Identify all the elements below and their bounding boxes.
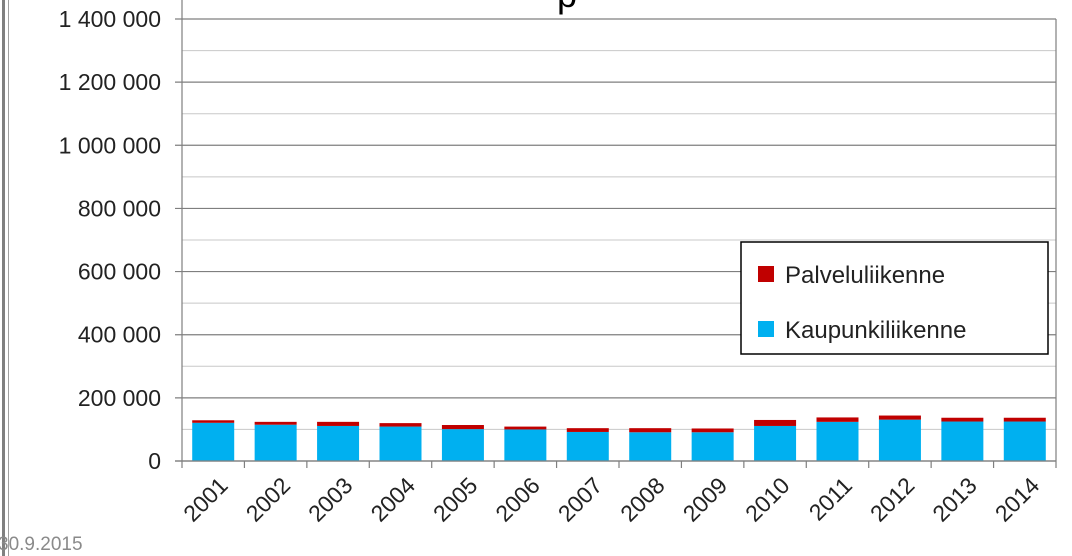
- legend-label-palveluliikenne: Palveluliikenne: [785, 262, 945, 289]
- chart-title-fragment: p: [557, 0, 577, 16]
- y-tick-label: 1 200 000: [59, 69, 161, 95]
- bar-palveluliikenne: [878, 415, 921, 420]
- x-tick-label: 2005: [428, 472, 483, 527]
- bar-kaupunkiliikenne: [754, 425, 797, 461]
- bar-kaupunkiliikenne: [816, 421, 859, 461]
- y-tick-label: 600 000: [78, 259, 161, 285]
- legend-box: [740, 241, 1049, 355]
- x-tick-label: 2003: [303, 472, 358, 527]
- legend-label-kaupunkiliikenne: Kaupunkiliikenne: [785, 317, 966, 344]
- bar-kaupunkiliikenne: [504, 429, 547, 461]
- bar-palveluliikenne: [754, 419, 797, 426]
- bar-kaupunkiliikenne: [878, 419, 921, 461]
- slide-left-border: [2, 0, 5, 556]
- bar-kaupunkiliikenne: [441, 429, 484, 461]
- x-tick-label: 2004: [365, 472, 420, 527]
- y-tick-label: 400 000: [78, 322, 161, 348]
- x-tick-label: 2009: [678, 472, 733, 527]
- x-tick-label: 2014: [990, 472, 1045, 527]
- y-tick-label: 1 400 000: [59, 6, 161, 32]
- x-tick-label: 2006: [490, 472, 545, 527]
- bar-kaupunkiliikenne: [379, 426, 422, 461]
- legend-swatch-kaupunkiliikenne: [758, 321, 774, 337]
- footer-date: 30.9.2015: [0, 534, 83, 555]
- bar-kaupunkiliikenne: [1003, 421, 1046, 461]
- x-tick-label: 2007: [553, 472, 608, 527]
- bar-kaupunkiliikenne: [566, 431, 609, 461]
- bar-palveluliikenne: [317, 421, 360, 426]
- y-tick-label: 1 000 000: [59, 132, 161, 158]
- bar-palveluliikenne: [254, 421, 297, 425]
- bar-palveluliikenne: [1003, 417, 1046, 422]
- bar-palveluliikenne: [941, 417, 984, 422]
- x-tick-label: 2002: [241, 472, 296, 527]
- y-tick-label: 800 000: [78, 195, 161, 221]
- bar-palveluliikenne: [441, 425, 484, 430]
- bar-kaupunkiliikenne: [691, 432, 734, 461]
- legend-swatch-palveluliikenne: [758, 266, 774, 282]
- bar-kaupunkiliikenne: [941, 421, 984, 461]
- bar-palveluliikenne: [566, 428, 609, 432]
- x-tick-label: 2010: [740, 472, 795, 527]
- bar-palveluliikenne: [629, 428, 672, 433]
- bar-kaupunkiliikenne: [317, 425, 360, 461]
- bar-palveluliikenne: [816, 417, 859, 422]
- bar-palveluliikenne: [192, 420, 235, 423]
- y-tick-label: 0: [148, 448, 161, 474]
- bar-kaupunkiliikenne: [629, 432, 672, 461]
- bar-kaupunkiliikenne: [254, 424, 297, 461]
- x-tick-label: 2001: [178, 472, 233, 527]
- bar-kaupunkiliikenne: [192, 422, 235, 461]
- x-tick-label: 2008: [615, 472, 670, 527]
- bar-palveluliikenne: [379, 423, 422, 427]
- x-tick-label: 2012: [865, 472, 920, 527]
- x-tick-label: 2013: [927, 472, 982, 527]
- bar-palveluliikenne: [504, 426, 547, 430]
- slide-left-border-inner: [8, 0, 9, 556]
- bar-palveluliikenne: [691, 428, 734, 433]
- y-tick-label: 200 000: [78, 385, 161, 411]
- x-tick-label: 2011: [804, 472, 857, 525]
